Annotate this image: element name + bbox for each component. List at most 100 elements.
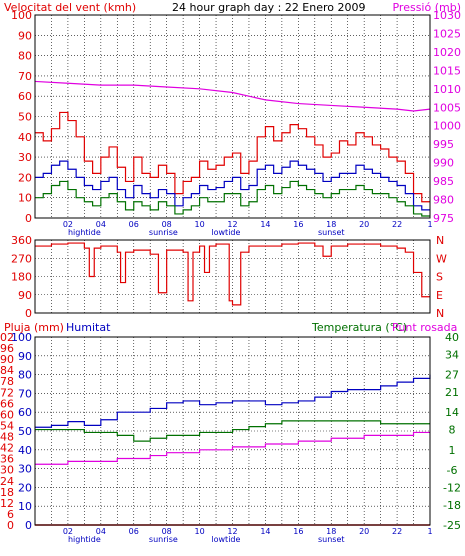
- compass-label: E: [436, 289, 443, 302]
- compass-label: W: [436, 252, 447, 265]
- event-label: sunset: [318, 535, 345, 544]
- pressure-tick-label: 1025: [433, 27, 461, 40]
- hour-tick-label: 22: [392, 220, 402, 229]
- wind-tick-label: 60: [18, 90, 32, 103]
- temperature-tick-label: -25: [443, 519, 461, 532]
- direction-tick-label: 180: [11, 271, 32, 284]
- event-label: hightide: [68, 228, 101, 237]
- rain-tick-label: 102: [0, 331, 14, 344]
- rain-tick-label: 84: [0, 364, 14, 377]
- pressure-tick-label: 1010: [433, 83, 461, 96]
- humidity-tick-label: 90: [18, 350, 32, 363]
- pressure-tick-label: 1020: [433, 46, 461, 59]
- humidity-tick-label: 100: [11, 331, 32, 344]
- pressure-tick-label: 1000: [433, 120, 461, 133]
- chart-title: 24 hour graph day : 22 Enero 2009: [172, 1, 366, 14]
- event-label: lowtide: [211, 535, 240, 544]
- rain-tick-label: 12: [0, 497, 14, 510]
- rain-tick-label: 42: [0, 442, 14, 455]
- pressure-tick-label: 990: [433, 157, 454, 170]
- series-humidity: [35, 374, 431, 428]
- hour-tick-label: 04: [96, 527, 106, 536]
- rain-tick-label: 24: [0, 475, 14, 488]
- hour-tick-label: 16: [293, 220, 303, 229]
- temperature-tick-label: -18: [443, 499, 461, 512]
- rain-tick-label: 48: [0, 431, 14, 444]
- hour-tick-label: 14: [260, 220, 270, 229]
- hour-tick-label: 10: [194, 527, 204, 536]
- pressure-tick-label: 1030: [433, 9, 461, 22]
- humidity-tick-label: 30: [18, 463, 32, 476]
- rain-tick-label: 0: [7, 519, 14, 532]
- hour-tick-label: 08: [162, 527, 172, 536]
- event-label: hightide: [68, 535, 101, 544]
- temperature-tick-label: 1: [449, 444, 456, 457]
- temperature-tick-label: -12: [443, 481, 461, 494]
- hour-tick-label: 10: [194, 220, 204, 229]
- event-label: sunrise: [149, 228, 178, 237]
- pressure-tick-label: 980: [433, 194, 454, 207]
- series-pressure: [34, 80, 431, 112]
- series-temperature: [35, 420, 430, 442]
- humidity-axis-title: Humitat: [66, 321, 111, 334]
- series-gust: [35, 111, 430, 203]
- direction-tick-label: 270: [11, 252, 32, 265]
- direction-tick-label: 360: [11, 234, 32, 247]
- wind-tick-label: 20: [18, 171, 32, 184]
- temperature-tick-label: 27: [445, 369, 459, 382]
- rain-tick-label: 6: [7, 508, 14, 521]
- series-avg: [35, 180, 430, 217]
- wind-axis-title: Velocitat del vent (kmh): [4, 1, 136, 14]
- rain-tick-label: 66: [0, 397, 14, 410]
- hour-tick-label: 18: [326, 527, 336, 536]
- hour-tick-label: 12: [227, 527, 237, 536]
- pressure-axis-title: Pressió (mb): [392, 1, 461, 14]
- temperature-tick-label: 14: [445, 406, 459, 419]
- hour-tick-label: 06: [129, 220, 139, 229]
- chart-panels: 0102030405060708090100975980985990995100…: [0, 9, 461, 544]
- compass-label: N: [436, 234, 444, 247]
- rain-tick-label: 90: [0, 353, 14, 366]
- hour-tick-label: 1: [427, 527, 432, 536]
- temperature-tick-label: -6: [447, 464, 458, 477]
- dewpoint-axis-title: Punt rosada: [392, 321, 457, 334]
- wind-tick-label: 30: [18, 151, 32, 164]
- wind-tick-label: 80: [18, 50, 32, 63]
- rain-tick-label: 30: [0, 464, 14, 477]
- event-label: lowtide: [211, 228, 240, 237]
- hour-tick-label: 02: [63, 527, 73, 536]
- humidity-tick-label: 20: [18, 481, 32, 494]
- temperature-tick-label: 40: [445, 331, 459, 344]
- humidity-tick-label: 50: [18, 425, 32, 438]
- hour-tick-label: 1: [427, 220, 432, 229]
- hour-tick-label: 18: [326, 220, 336, 229]
- humidity-tick-label: 80: [18, 369, 32, 382]
- climate-plot-frame: [34, 336, 431, 526]
- pressure-tick-label: 995: [433, 138, 454, 151]
- hour-tick-label: 08: [162, 220, 172, 229]
- hour-tick-label: 16: [293, 527, 303, 536]
- temperature-tick-label: 34: [445, 348, 459, 361]
- wind-tick-label: 70: [18, 70, 32, 83]
- humidity-tick-label: 40: [18, 444, 32, 457]
- series-wind: [35, 160, 430, 211]
- wind-tick-label: 100: [11, 9, 32, 22]
- event-label: sunrise: [149, 535, 178, 544]
- rain-tick-label: 78: [0, 375, 14, 388]
- hour-tick-label: 20: [359, 220, 369, 229]
- wind-tick-label: 90: [18, 29, 32, 42]
- hour-tick-label: 02: [63, 220, 73, 229]
- hour-tick-label: 20: [359, 527, 369, 536]
- hour-tick-label: 04: [96, 220, 106, 229]
- compass-label: N: [436, 307, 444, 320]
- pressure-tick-label: 1015: [433, 64, 461, 77]
- pressure-tick-label: 975: [433, 212, 454, 225]
- humidity-tick-label: 70: [18, 387, 32, 400]
- temperature-axis-title: Temperatura (°C): [311, 321, 407, 334]
- humidity-tick-label: 0: [25, 519, 32, 532]
- compass-label: S: [436, 271, 443, 284]
- wind-plot-frame: [34, 14, 431, 219]
- temperature-tick-label: 21: [445, 386, 459, 399]
- direction-tick-label: 0: [25, 307, 32, 320]
- rain-tick-label: 60: [0, 408, 14, 421]
